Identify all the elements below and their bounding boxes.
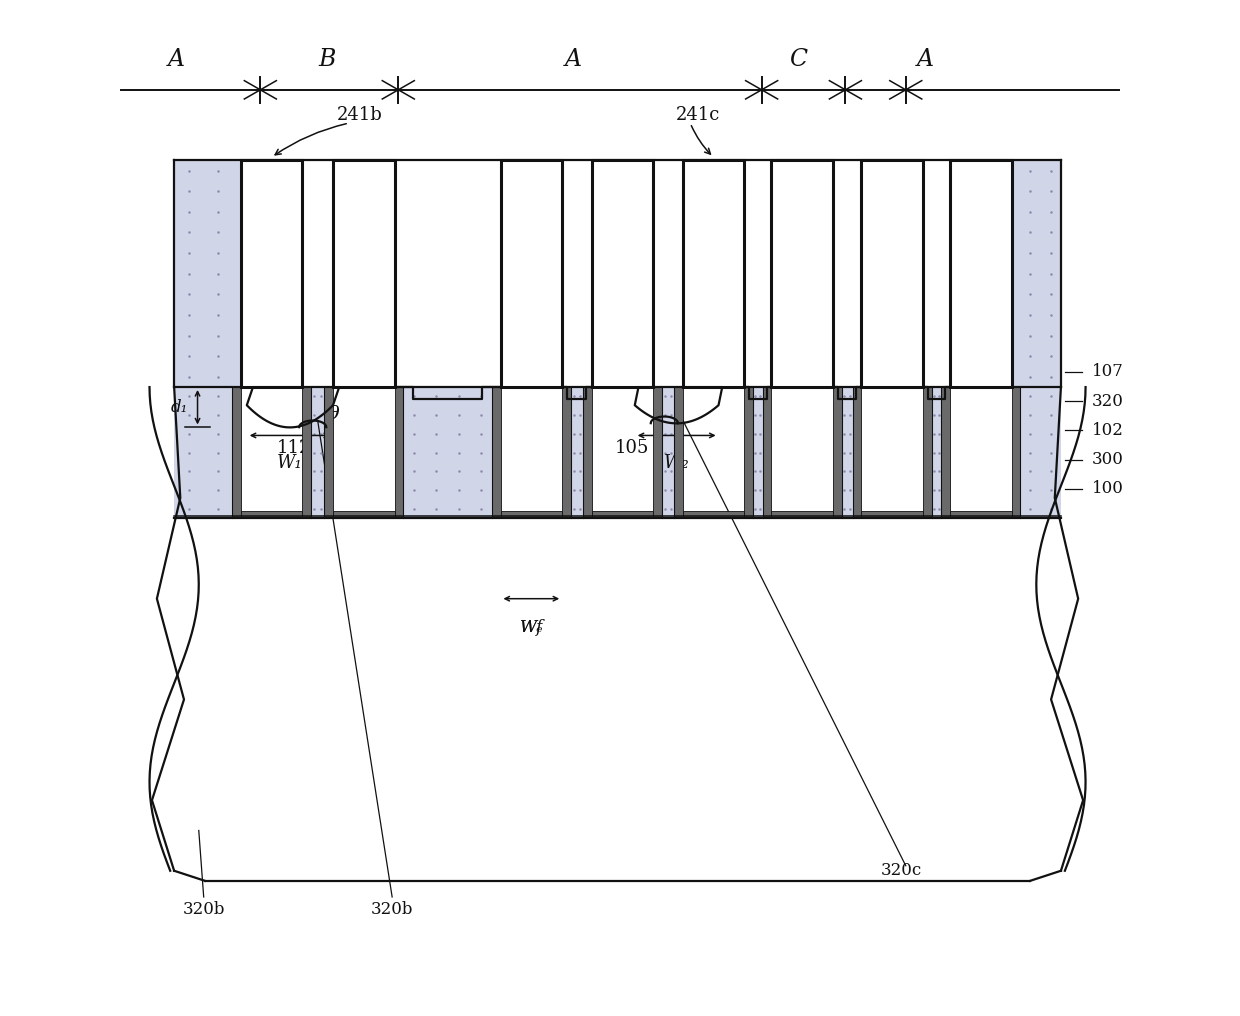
Bar xyxy=(583,387,591,518)
Text: W₁: W₁ xyxy=(277,453,303,471)
Text: 112: 112 xyxy=(277,439,311,456)
Text: 241b: 241b xyxy=(337,106,382,124)
Bar xyxy=(771,511,833,518)
Bar xyxy=(232,387,241,518)
Bar xyxy=(853,387,862,518)
Text: A: A xyxy=(564,48,582,71)
Bar xyxy=(501,161,562,387)
Text: d₁: d₁ xyxy=(170,398,187,416)
Bar xyxy=(1012,161,1061,387)
Bar xyxy=(394,387,403,518)
Bar xyxy=(833,387,842,518)
Bar xyxy=(683,161,744,387)
Text: A: A xyxy=(916,48,934,71)
Text: Wf: Wf xyxy=(520,619,543,636)
Bar xyxy=(334,511,394,518)
Bar xyxy=(562,387,570,518)
Bar xyxy=(591,161,653,387)
Bar xyxy=(403,387,492,518)
Text: 300: 300 xyxy=(1091,451,1123,468)
Bar xyxy=(931,387,941,518)
Bar xyxy=(311,387,325,518)
Bar xyxy=(941,387,950,518)
Text: 241c: 241c xyxy=(676,106,719,124)
Text: 102: 102 xyxy=(1091,422,1123,439)
Bar xyxy=(241,161,303,387)
Bar xyxy=(662,387,675,518)
Bar xyxy=(862,511,923,518)
Bar xyxy=(501,511,562,518)
Text: C: C xyxy=(790,48,807,71)
Bar xyxy=(753,387,763,518)
Bar xyxy=(325,387,334,518)
Text: 105: 105 xyxy=(615,439,650,456)
Bar xyxy=(683,511,744,518)
Bar xyxy=(744,387,753,518)
Bar xyxy=(763,387,771,518)
Bar xyxy=(174,161,241,387)
Bar xyxy=(950,511,1012,518)
Bar xyxy=(303,387,311,518)
Text: W₂: W₂ xyxy=(663,453,689,471)
Bar xyxy=(570,387,583,518)
Bar xyxy=(675,387,683,518)
Text: B: B xyxy=(319,48,336,71)
Text: 320: 320 xyxy=(1091,393,1123,409)
Bar xyxy=(1012,387,1021,518)
Bar xyxy=(1021,387,1061,518)
Bar xyxy=(174,387,1061,881)
Text: 100: 100 xyxy=(1091,481,1123,498)
Bar xyxy=(492,387,501,518)
Bar xyxy=(653,387,662,518)
Text: 320b: 320b xyxy=(371,900,413,917)
Text: 107: 107 xyxy=(1091,364,1123,380)
Bar xyxy=(842,387,853,518)
Text: Wₑ: Wₑ xyxy=(520,619,543,636)
Bar xyxy=(862,161,923,387)
Text: 320c: 320c xyxy=(882,863,923,879)
Bar xyxy=(923,387,931,518)
Bar xyxy=(771,161,833,387)
Text: 320b: 320b xyxy=(182,900,224,917)
Text: θ: θ xyxy=(327,405,340,424)
Text: A: A xyxy=(169,48,185,71)
Bar xyxy=(334,161,394,387)
Bar xyxy=(241,511,303,518)
Bar xyxy=(591,511,653,518)
Bar xyxy=(174,387,232,518)
Bar xyxy=(950,161,1012,387)
